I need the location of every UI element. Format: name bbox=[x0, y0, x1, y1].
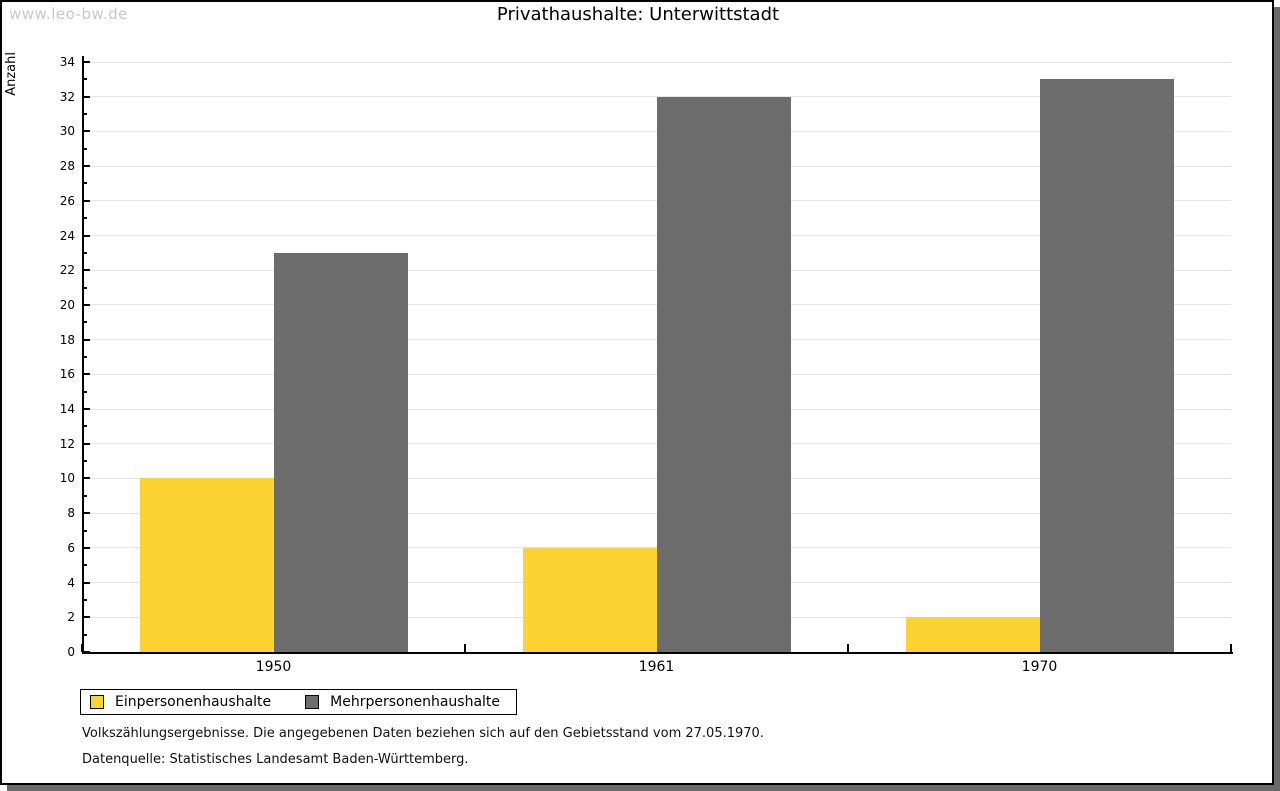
legend-item-einpersonenhaushalte: Einpersonenhaushalte bbox=[90, 694, 271, 710]
y-tick-label: 28 bbox=[59, 159, 75, 174]
legend-swatch-gray bbox=[305, 695, 320, 709]
y-major-tick bbox=[82, 269, 90, 272]
y-minor-tick bbox=[82, 529, 87, 532]
y-minor-tick bbox=[82, 356, 87, 358]
y-major-tick bbox=[82, 338, 90, 341]
y-tick-label: 10 bbox=[59, 471, 75, 486]
bar-einpersonenhaushalte-1970 bbox=[905, 617, 1040, 652]
x-tick bbox=[847, 644, 849, 652]
bar-mehrpersonenhaushalte-1961 bbox=[656, 96, 791, 652]
y-major-tick bbox=[82, 199, 90, 202]
y-major-tick bbox=[82, 130, 90, 133]
y-minor-tick bbox=[82, 633, 87, 636]
y-minor-tick bbox=[82, 564, 87, 567]
bar-einpersonenhaushalte-1961 bbox=[522, 547, 657, 652]
y-minor-tick bbox=[82, 425, 87, 428]
gridline bbox=[82, 61, 1231, 63]
y-minor-tick bbox=[82, 390, 87, 393]
y-minor-tick bbox=[82, 286, 87, 289]
x-category-label: 1950 bbox=[255, 659, 292, 675]
y-tick-label: 8 bbox=[67, 506, 75, 521]
x-tick bbox=[1230, 644, 1232, 652]
y-minor-tick bbox=[82, 321, 87, 324]
y-minor-tick bbox=[82, 494, 87, 497]
footer-source: Datenquelle: Statistisches Landesamt Bad… bbox=[82, 752, 469, 767]
y-major-tick bbox=[82, 546, 90, 549]
y-minor-tick bbox=[82, 217, 87, 220]
y-minor-tick bbox=[82, 460, 87, 463]
y-tick-label: 18 bbox=[59, 332, 75, 347]
y-major-tick bbox=[82, 61, 90, 63]
y-minor-tick bbox=[82, 251, 87, 254]
y-tick-label: 20 bbox=[59, 297, 75, 312]
y-tick-label: 14 bbox=[59, 402, 75, 417]
y-minor-tick bbox=[82, 147, 87, 150]
y-major-tick bbox=[82, 95, 90, 98]
y-major-tick bbox=[82, 373, 90, 376]
y-tick-label: 2 bbox=[67, 610, 75, 625]
y-tick-label: 12 bbox=[59, 436, 75, 451]
x-category-label: 1970 bbox=[1021, 659, 1058, 675]
y-major-tick bbox=[82, 408, 90, 411]
y-major-tick bbox=[82, 581, 90, 584]
y-major-tick bbox=[82, 442, 90, 445]
y-tick-label: 6 bbox=[67, 540, 75, 555]
y-tick-label: 30 bbox=[59, 124, 75, 139]
bar-einpersonenhaushalte-1950 bbox=[139, 478, 274, 652]
chart-title: Privathaushalte: Unterwittstadt bbox=[496, 4, 780, 25]
y-minor-tick bbox=[82, 113, 87, 116]
bar-mehrpersonenhaushalte-1970 bbox=[1039, 79, 1174, 652]
y-major-tick bbox=[82, 303, 90, 306]
footer-note: Volkszählungsergebnisse. Die angegebenen… bbox=[82, 726, 764, 741]
legend-item-mehrpersonenhaushalte: Mehrpersonenhaushalte bbox=[305, 694, 500, 710]
y-tick-label: 32 bbox=[59, 89, 75, 104]
y-major-tick bbox=[82, 477, 90, 480]
y-major-tick bbox=[82, 512, 90, 515]
x-tick bbox=[464, 644, 466, 652]
y-minor-tick bbox=[82, 182, 87, 185]
x-axis-line bbox=[82, 652, 1233, 654]
legend-swatch-yellow bbox=[90, 695, 104, 709]
x-category-label: 1961 bbox=[638, 659, 675, 675]
y-tick-label: 0 bbox=[67, 645, 75, 659]
y-major-tick bbox=[82, 616, 90, 619]
y-tick-label: 16 bbox=[59, 367, 75, 382]
y-tick-label: 4 bbox=[67, 575, 75, 590]
y-minor-tick bbox=[82, 598, 87, 601]
y-tick-label: 22 bbox=[59, 263, 75, 278]
legend: Einpersonenhaushalte Mehrpersonenhaushal… bbox=[80, 689, 518, 715]
y-major-tick bbox=[82, 165, 90, 168]
legend-label: Einpersonenhaushalte bbox=[115, 694, 272, 710]
y-minor-tick bbox=[82, 78, 87, 81]
y-tick-label: 34 bbox=[59, 55, 75, 69]
y-major-tick bbox=[82, 234, 90, 237]
y-tick-label: 24 bbox=[59, 228, 75, 243]
bar-mehrpersonenhaushalte-1950 bbox=[273, 252, 408, 652]
legend-label: Mehrpersonenhaushalte bbox=[330, 694, 501, 710]
watermark-text: www.leo-bw.de bbox=[9, 5, 128, 23]
y-tick-label: 26 bbox=[59, 193, 75, 208]
y-axis-line bbox=[82, 56, 84, 654]
